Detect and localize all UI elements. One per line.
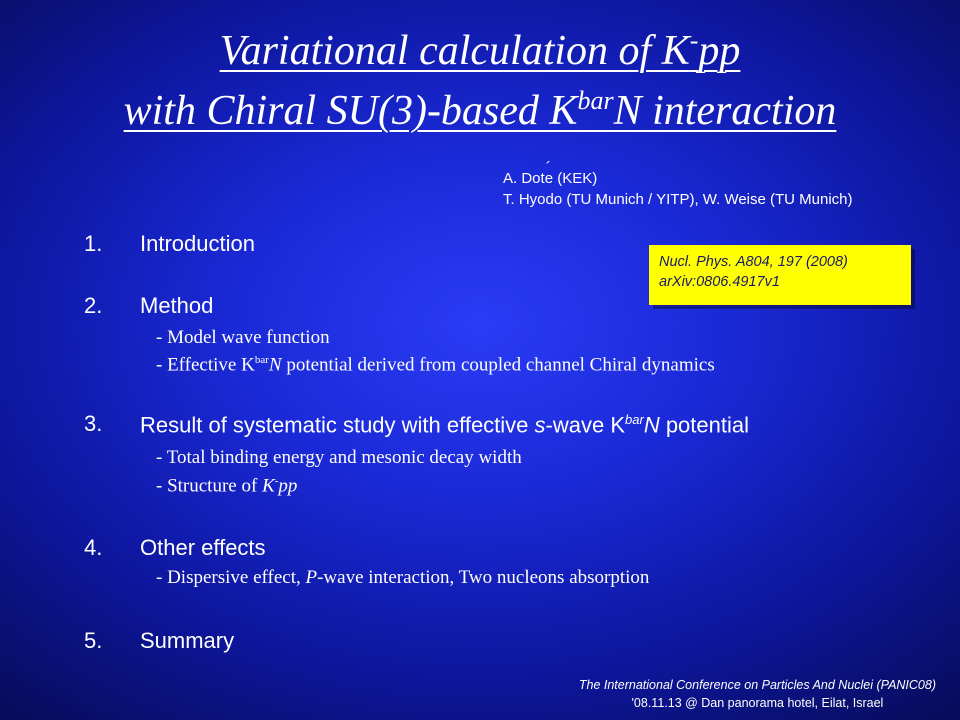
results-sub-2: - Structure of K-pp (156, 475, 298, 497)
method-sub-1: - Model wave function (156, 327, 330, 348)
slide-title-line-1: Variational calculation of K-pp (219, 26, 741, 74)
results-sub-1: - Total binding energy and mesonic decay… (156, 447, 522, 468)
author-line-1: A. Dote (KEK) (503, 168, 853, 189)
journal-reference: Nucl. Phys. A804, 197 (2008) (659, 254, 848, 270)
conference-footer: The International Conference on Particle… (579, 676, 936, 712)
authors: A. Dote (KEK) T. Hyodo (TU Munich / YITP… (503, 168, 853, 210)
author-line-2: T. Hyodo (TU Munich / YITP), W. Weise (T… (503, 191, 853, 208)
method-sub-2: - Effective KbarN potential derived from… (156, 354, 715, 376)
slide-title-line-2: with Chiral SU(3)-based KbarN interactio… (123, 86, 837, 134)
arxiv-reference: arXiv:0806.4917v1 (659, 274, 780, 290)
conference-date-venue: '08.11.13 @ Dan panorama hotel, Eilat, I… (631, 696, 884, 710)
reference-box: Nucl. Phys. A804, 197 (2008) arXiv:0806.… (649, 245, 911, 305)
conference-name: The International Conference on Particle… (578, 678, 936, 692)
other-effects-sub-1: - Dispersive effect, P-wave interaction,… (156, 567, 650, 588)
